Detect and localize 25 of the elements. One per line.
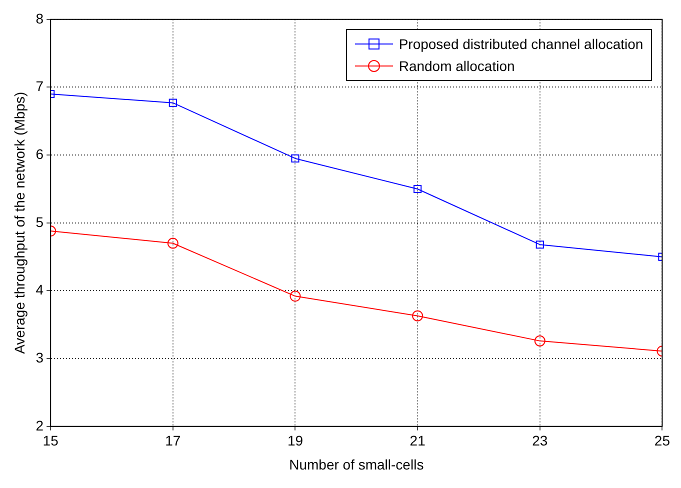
- y-tick-label: 4: [36, 282, 44, 298]
- point: [168, 98, 177, 107]
- x-tick-label: 19: [287, 432, 304, 449]
- x-tick-label: 21: [410, 432, 426, 449]
- x-axis-title: Number of small-cells: [289, 456, 424, 472]
- y-tick-label: 7: [36, 78, 44, 94]
- y-axis-title: Average throughput of the network (Mbps): [11, 92, 28, 354]
- x-tick-label: 23: [532, 432, 548, 449]
- point: [414, 184, 422, 194]
- y-tick-label: 3: [36, 349, 44, 366]
- point: [291, 154, 300, 162]
- y-tick-label: 5: [36, 214, 44, 230]
- x-tick-label: 25: [654, 432, 670, 449]
- point: [412, 310, 424, 322]
- y-tick-label: 2: [36, 417, 44, 434]
- y-tick-label: 8: [36, 10, 44, 26]
- point: [534, 335, 546, 346]
- point: [167, 238, 178, 249]
- x-tick-label: 17: [165, 432, 181, 449]
- point: [290, 290, 301, 302]
- point: [536, 240, 544, 249]
- y-tick-label: 6: [36, 146, 44, 162]
- legend-label: Proposed distributed channel allocation: [398, 36, 644, 52]
- x-tick-label: 15: [42, 432, 59, 449]
- legend-label: Random allocation: [398, 58, 515, 74]
